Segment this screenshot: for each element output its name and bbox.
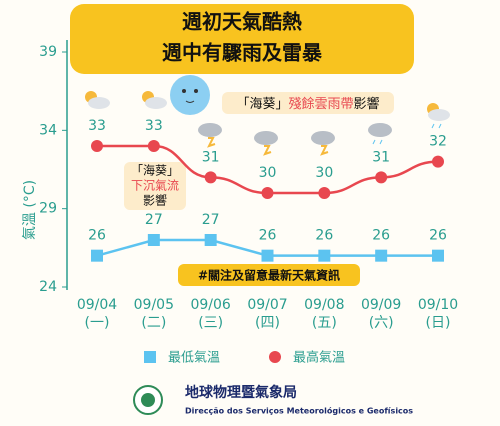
annotation-part: 影響 (354, 96, 380, 112)
x-tick-sublabel: (日) (426, 315, 451, 331)
y-tick-label: 24 (39, 279, 57, 295)
annotation-part: 殘餘雲雨帶 (288, 96, 353, 112)
legend-marker (269, 351, 281, 363)
data-label: 26 (372, 228, 390, 244)
annotation: 「海葵」 (131, 163, 179, 178)
notice-box (178, 264, 360, 286)
marker (432, 249, 444, 262)
marker (318, 187, 331, 199)
data-label: 26 (88, 228, 106, 244)
data-label: 27 (145, 212, 163, 228)
data-label: 33 (145, 118, 163, 134)
y-axis-label: 氣溫 (°C) (22, 180, 38, 240)
title-box (70, 4, 414, 74)
y-tick-label: 34 (39, 122, 57, 138)
x-tick-label: 09/09 (361, 297, 401, 313)
x-tick-sublabel: (二) (141, 315, 166, 331)
data-label: 31 (202, 149, 220, 165)
data-label: 30 (315, 165, 333, 181)
marker (91, 249, 103, 262)
footer-name-pt: Direcção dos Serviços Meteorológicos e G… (185, 406, 413, 416)
x-tick-sublabel: (四) (255, 315, 280, 331)
x-tick-sublabel: (六) (369, 315, 394, 331)
data-label: 26 (259, 228, 277, 244)
x-tick-label: 09/08 (304, 297, 344, 313)
weather-icons (85, 75, 450, 156)
data-label: 30 (259, 165, 277, 181)
marker (261, 187, 274, 199)
data-label: 27 (202, 212, 220, 228)
data-label: 26 (315, 228, 333, 244)
annotation-part: 「海葵」 (236, 97, 288, 112)
marker (91, 140, 103, 152)
x-tick-label: 09/04 (77, 297, 117, 313)
annotation: 下沉氣流 (131, 179, 179, 193)
chart-title: 週中有驟雨及雷暴 (162, 41, 323, 65)
marker (147, 234, 160, 246)
annotation-box (222, 92, 394, 114)
marker (375, 171, 388, 184)
plot: 24 29 34 39 09/04 (一) 09/05 (二) 09/06 (三) 09/07 (四)… (39, 44, 458, 366)
marker (261, 249, 274, 262)
x-tick-sublabel: (三) (198, 315, 223, 331)
data-label: 31 (372, 149, 390, 165)
x-tick-label: 09/05 (134, 297, 174, 313)
y-tick-label: 39 (39, 44, 57, 60)
marker (318, 249, 331, 262)
annotation: 影響 (143, 193, 167, 208)
annotation: 「海葵」殘餘雲雨帶影響 (236, 96, 379, 112)
data-label: 26 (429, 228, 447, 244)
marker (147, 140, 160, 152)
x-tick-label: 09/07 (247, 297, 287, 313)
y-tick-label: 29 (39, 201, 57, 217)
x-tick-label: 09/10 (418, 297, 458, 313)
data-label: 32 (429, 134, 447, 150)
x-tick-sublabel: (一) (85, 315, 110, 331)
marker (432, 155, 444, 168)
footer-name: 地球物理暨氣象局 (185, 384, 297, 401)
logo (133, 385, 163, 415)
legend-label: 最高氣溫 (293, 350, 345, 366)
marker (204, 171, 217, 184)
annotation-box (124, 162, 186, 210)
legend-marker (144, 351, 156, 363)
notice: #關注及留意最新天氣資訊 (198, 268, 340, 283)
marker (204, 234, 217, 246)
chart-title: 週初天氣酷熱 (182, 10, 302, 34)
legend-label: 最低氣溫 (168, 351, 220, 366)
x-tick-label: 09/06 (190, 297, 230, 313)
marker (375, 249, 388, 262)
data-label: 33 (88, 118, 106, 134)
x-tick-sublabel: (五) (312, 315, 337, 331)
